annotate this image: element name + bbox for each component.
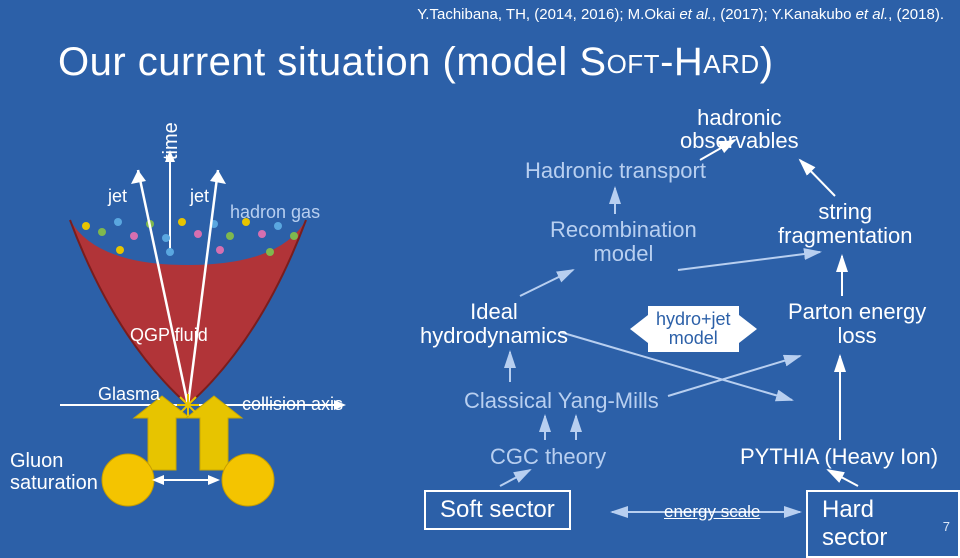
citation-m1: , (2017); Y.Kanakubo [712,6,856,23]
pythia-label: PYTHIA (Heavy Ion) [740,444,938,470]
string-fragmentation-label: string fragmentation [778,200,913,248]
jet-label-left: jet [108,186,127,207]
slide-title: Our current situation (model SOFT-HARD) [58,40,774,85]
page-number: 7 [943,519,950,534]
hadronic-transport-label: Hadronic transport [525,158,706,184]
recombination-label: Recombination model [550,218,697,266]
citation-line: Y.Tachibana, TH, (2014, 2016); M.Okai et… [417,6,944,23]
citation-etal1: et al. [679,6,712,23]
soft-sector-box: Soft sector [424,490,571,530]
glasma-label: Glasma [98,384,160,405]
energy-scale-label: energy scale [664,502,760,522]
jet-label-right: jet [190,186,209,207]
parton-energy-loss-label: Parton energy loss [788,300,926,348]
cgc-theory-label: CGC theory [490,444,606,470]
qgp-fluid-label: QGP fluid [130,325,208,346]
collision-axis-label: collision axis [242,394,343,415]
classical-yang-mills-label: Classical Yang-Mills [464,388,659,414]
citation-m2: , (2018). [888,6,944,23]
hydro-jet-callout: hydro+jet model [648,306,739,352]
hadron-gas-label: hadron gas [230,202,320,223]
time-axis-label: time [160,122,183,160]
evolution-graphic: time jet jet hadron gas QGP fluid Glasma… [20,150,380,510]
ideal-hydrodynamics-label: Ideal hydrodynamics [420,300,568,348]
gluon-saturation-label: Gluon saturation [10,450,98,494]
hadronic-observables-label: hadronic observables [680,106,799,152]
hard-sector-box: Hard sector [806,490,960,558]
citation-p1: Y.Tachibana, TH, (2014, 2016); M.Okai [417,6,679,23]
citation-etal2: et al. [856,6,889,23]
